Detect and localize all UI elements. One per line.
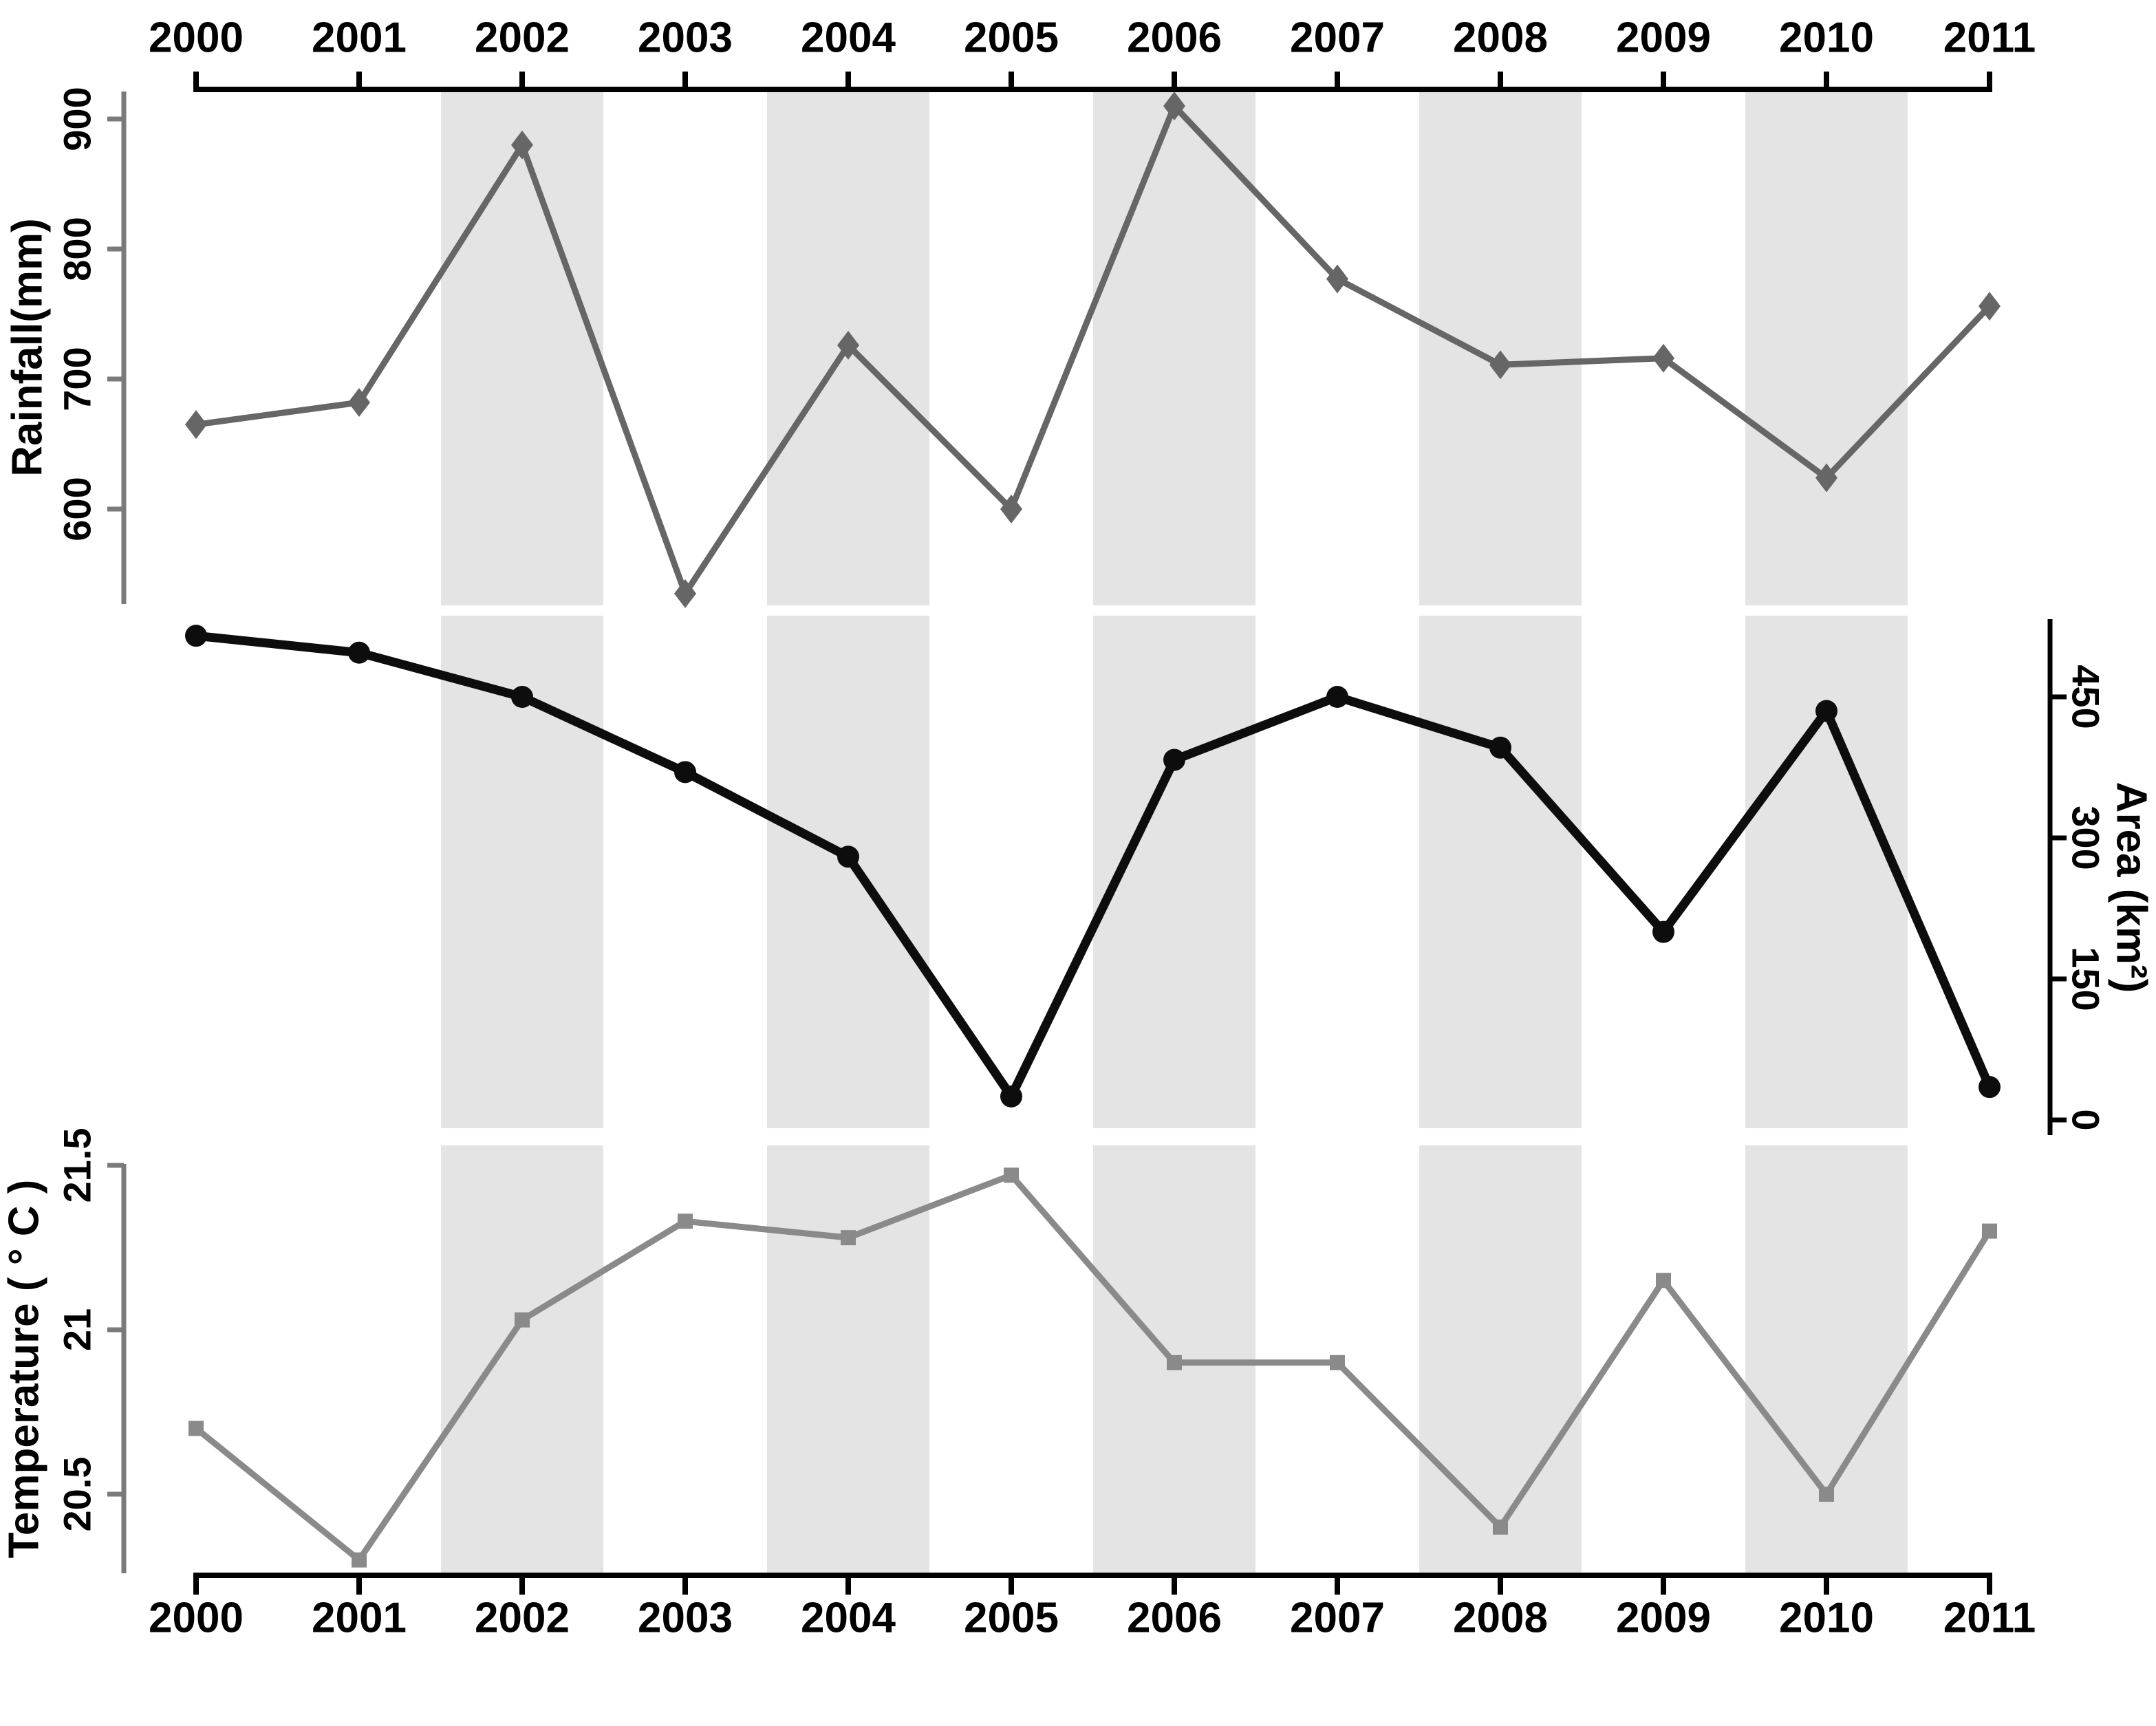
top-year-label: 2011 <box>1943 14 2036 62</box>
area-tick-label: 0 <box>2065 1109 2108 1130</box>
temperature-marker <box>1982 1223 1997 1239</box>
temperature-y-axis <box>107 1163 127 1573</box>
top-year-label: 2010 <box>1779 14 1874 62</box>
year-band <box>767 1145 929 1574</box>
top-year-label: 2002 <box>475 14 570 62</box>
rainfall-marker <box>674 579 696 608</box>
area-marker <box>1979 1076 2001 1099</box>
bottom-year-label: 2008 <box>1453 1595 1548 1642</box>
temperature-marker <box>352 1552 367 1568</box>
rainfall-tick-label: 600 <box>56 477 99 541</box>
rainfall-marker <box>1489 350 1511 380</box>
temperature-marker <box>1167 1355 1182 1370</box>
rainfall-marker <box>185 410 207 440</box>
bottom-year-label: 2002 <box>475 1595 570 1642</box>
bottom-year-label: 2011 <box>1943 1595 2036 1642</box>
area-marker <box>1652 920 1674 943</box>
rainfall-marker <box>1652 343 1674 373</box>
top-x-axis <box>193 72 1992 92</box>
year-band <box>1419 1145 1582 1574</box>
area-tick-label: 450 <box>2065 665 2108 729</box>
bottom-year-label: 2005 <box>964 1595 1059 1642</box>
temperature-tick-label: 21 <box>56 1308 99 1351</box>
area-marker <box>1000 1085 1022 1108</box>
area-marker <box>185 625 207 647</box>
year-band <box>441 1145 603 1574</box>
area-axis-title: Area (km²) <box>2108 782 2155 993</box>
year-band <box>441 92 603 605</box>
rainfall-series <box>185 91 2001 608</box>
year-band <box>1745 616 1908 1128</box>
area-marker <box>1489 736 1511 759</box>
area-marker <box>1163 748 1185 771</box>
top-year-label: 2005 <box>964 14 1059 62</box>
rainfall-marker <box>1326 264 1348 294</box>
top-year-label: 2008 <box>1453 14 1548 62</box>
temperature-tick-label: 20.5 <box>56 1457 99 1532</box>
area-marker <box>1815 700 1837 722</box>
area-series-line <box>191 631 1994 1101</box>
temperature-tick-label: 21.5 <box>56 1128 99 1203</box>
year-band <box>1745 1145 1908 1574</box>
rainfall-axis-title: Rainfall(mm) <box>4 218 52 476</box>
top-year-label: 2004 <box>801 14 896 62</box>
area-marker <box>837 845 859 868</box>
area-tick-label: 150 <box>2065 947 2108 1011</box>
temperature-marker <box>1819 1487 1834 1502</box>
top-year-label: 2007 <box>1290 14 1385 62</box>
rainfall-tick-label: 800 <box>56 217 99 281</box>
area-y-axis <box>2047 619 2067 1135</box>
top-year-label: 2000 <box>149 14 244 62</box>
rainfall-marker <box>1000 495 1022 524</box>
temperature-marker <box>188 1421 204 1436</box>
rainfall-series-line <box>193 103 1993 597</box>
area-marker <box>511 686 533 708</box>
rainfall-marker <box>837 330 859 360</box>
year-bands <box>441 92 1908 1574</box>
year-band <box>1093 92 1255 605</box>
top-year-label: 2009 <box>1616 14 1711 62</box>
temperature-marker <box>841 1230 856 1246</box>
area-marker <box>1326 686 1348 708</box>
rainfall-tick-label: 700 <box>56 347 99 411</box>
rainfall-y-axis <box>107 91 127 604</box>
year-band <box>1419 616 1582 1128</box>
bottom-year-label: 2000 <box>149 1595 244 1642</box>
year-band <box>1745 92 1908 605</box>
temperature-series <box>188 1167 1997 1568</box>
area-marker <box>348 641 370 664</box>
bottom-year-label: 2003 <box>638 1595 733 1642</box>
temperature-axis-title: Temperature ( ° C ) <box>1 1180 48 1559</box>
temperature-marker <box>1004 1167 1019 1183</box>
rainfall-marker <box>1815 463 1837 493</box>
rainfall-tick-label: 900 <box>56 87 99 151</box>
temperature-marker <box>678 1213 693 1229</box>
bottom-x-axis <box>193 1573 1992 1595</box>
top-year-label: 2006 <box>1127 14 1222 62</box>
temperature-marker <box>515 1312 530 1328</box>
rainfall-marker <box>1979 292 2001 321</box>
rainfall-marker <box>511 130 533 160</box>
bottom-year-label: 2007 <box>1290 1595 1385 1642</box>
area-marker <box>674 761 696 784</box>
bottom-year-label: 2004 <box>801 1595 896 1642</box>
year-band <box>1419 92 1582 605</box>
rainfall-marker <box>348 388 370 418</box>
year-band <box>767 616 929 1128</box>
temperature-marker <box>1656 1273 1671 1288</box>
temperature-marker <box>1493 1519 1508 1535</box>
bottom-year-label: 2010 <box>1779 1595 1874 1642</box>
temperature-marker <box>1330 1355 1345 1370</box>
top-year-label: 2001 <box>312 14 407 62</box>
bottom-year-label: 2001 <box>312 1595 407 1642</box>
area-tick-label: 300 <box>2065 806 2108 870</box>
temperature-series-line <box>193 1172 1993 1564</box>
rainfall-marker <box>1163 91 1185 121</box>
bottom-year-label: 2009 <box>1616 1595 1711 1642</box>
area-series <box>185 625 2001 1108</box>
bottom-year-label: 2006 <box>1127 1595 1222 1642</box>
top-year-label: 2003 <box>638 14 733 62</box>
